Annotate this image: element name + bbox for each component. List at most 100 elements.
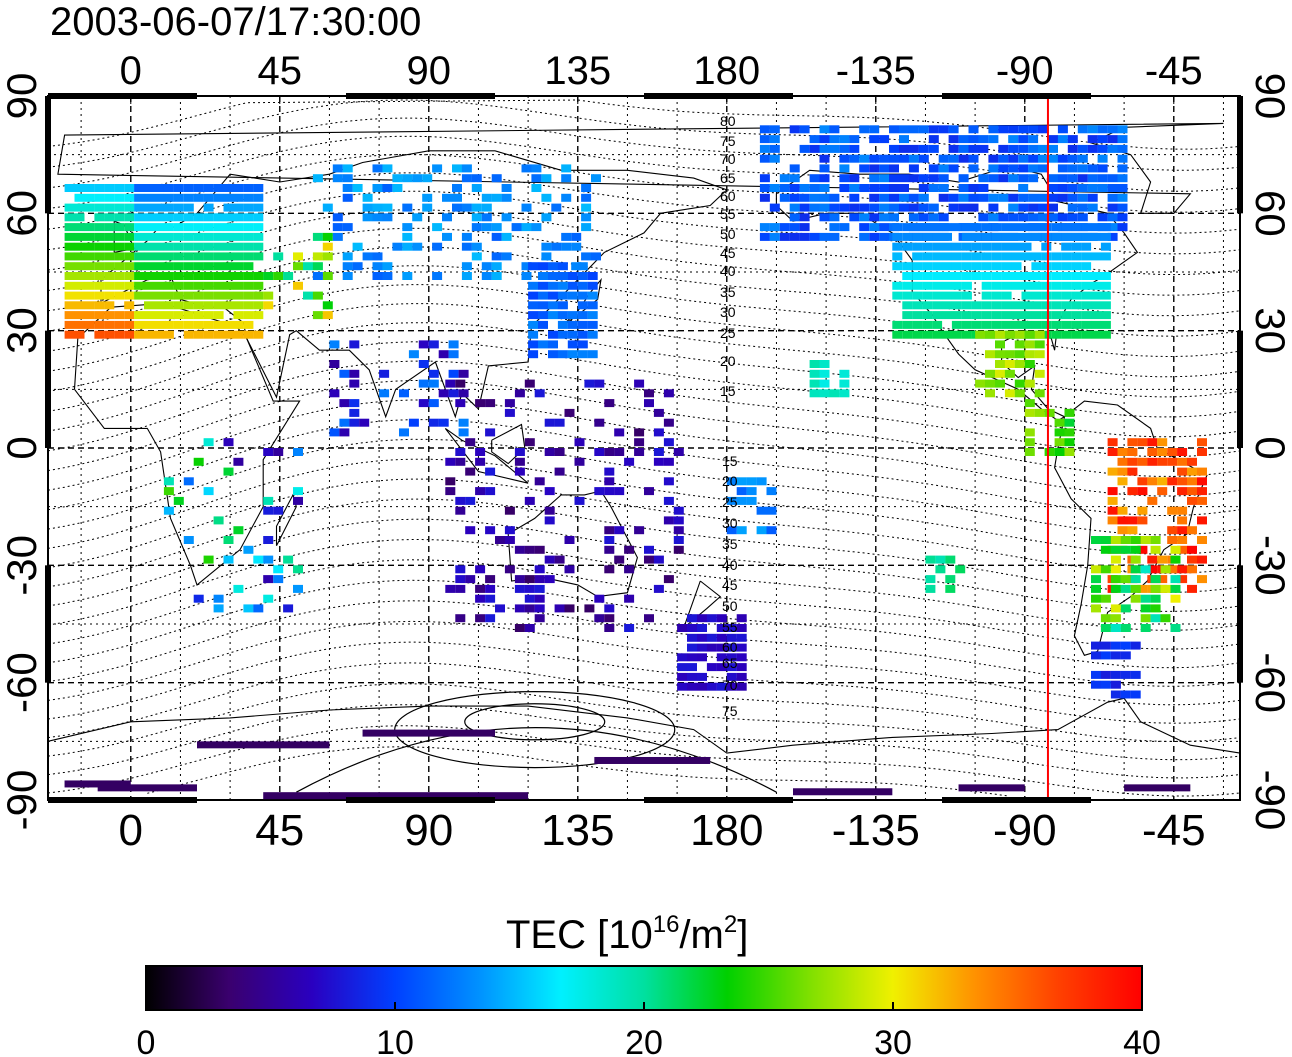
tec-cell (485, 487, 496, 496)
tec-cell (183, 291, 194, 300)
tec-cell (534, 604, 545, 613)
tec-cell (445, 457, 456, 466)
tec-cell (213, 594, 224, 603)
tec-cell (1038, 154, 1048, 163)
tec-cell (594, 487, 605, 496)
tec-cell (475, 487, 486, 496)
tec-cell (1107, 506, 1118, 515)
tec-cell (1011, 281, 1022, 290)
tec-cell (991, 291, 1002, 300)
tec-cell (971, 223, 982, 232)
tec-cell (243, 242, 254, 251)
tec-cell (1147, 448, 1158, 456)
tec-cell (1110, 624, 1121, 632)
tec-cell (557, 320, 568, 329)
tec-cell (561, 174, 572, 183)
tec-cell (491, 174, 502, 183)
tec-cell (124, 213, 135, 222)
tec-cell (839, 369, 850, 378)
tec-cell (1004, 389, 1015, 398)
tec-cell (849, 135, 860, 144)
tec-cell (173, 281, 184, 290)
tec-cell (1124, 784, 1191, 792)
tec-cell (961, 223, 972, 232)
colorbar-tick-label: 20 (625, 1024, 663, 1057)
tec-cell (428, 340, 439, 349)
tec-cell (1057, 174, 1068, 183)
tec-cell (1160, 614, 1171, 623)
tec-cell (971, 242, 982, 251)
tec-cell (1024, 399, 1035, 408)
tec-cell (1147, 496, 1158, 505)
tec-cell (372, 252, 383, 261)
tec-cell (961, 272, 972, 280)
tec-cell (1150, 594, 1161, 603)
tec-cell (1057, 193, 1068, 202)
tec-cell (144, 320, 154, 329)
tec-cell (134, 232, 145, 241)
frame-band (48, 93, 197, 99)
tec-cell (1130, 575, 1141, 584)
tec-cell (528, 311, 539, 320)
tec-cell (1117, 184, 1128, 192)
tec-cell (809, 184, 820, 192)
tec-cell (746, 487, 757, 496)
tec-cell (339, 418, 350, 427)
tec-cell (1064, 428, 1075, 437)
bottom-lon-tick-label: 180 (690, 806, 763, 855)
tec-cell (163, 223, 174, 232)
tec-cell (64, 311, 75, 320)
tec-cell (1137, 457, 1148, 466)
tec-cell (465, 467, 476, 476)
tec-cell (501, 193, 512, 202)
tec-cell (1061, 330, 1072, 339)
tec-cell (1177, 575, 1188, 584)
tec-cell (233, 232, 244, 241)
tec-cell (551, 242, 562, 251)
tec-cell (587, 272, 598, 280)
tec-cell (1004, 369, 1015, 378)
tec-cell (253, 555, 264, 564)
tec-cell (902, 223, 913, 232)
tec-cell (154, 262, 164, 271)
tec-cell (1110, 575, 1121, 584)
tec-cell (524, 575, 535, 584)
tec-cell (799, 193, 810, 202)
tec-cell (1001, 272, 1012, 280)
tec-cell (332, 164, 343, 173)
tec-cell (726, 672, 737, 681)
tec-cell (452, 184, 462, 192)
tec-cell (1014, 360, 1025, 368)
tec-cell (1091, 291, 1101, 300)
tec-cell (1051, 281, 1062, 290)
tec-cell (1150, 545, 1161, 554)
tec-cell (971, 320, 982, 329)
tec-cell (1107, 174, 1118, 183)
tec-cell (504, 526, 515, 535)
tec-cell (697, 614, 707, 623)
tec-cell (548, 330, 558, 339)
tec-cell (253, 193, 264, 202)
tec-cell (322, 203, 333, 212)
tec-cell (653, 408, 664, 417)
tec-cell (452, 193, 462, 202)
colorbar-label-end: ] (737, 913, 748, 957)
tec-cell (726, 682, 737, 691)
contour-line (47, 438, 1241, 536)
tec-cell (849, 213, 860, 222)
tec-cell (938, 213, 949, 222)
tec-cell (1100, 272, 1111, 280)
tec-cell (104, 320, 115, 329)
tec-cell (461, 174, 472, 183)
tec-cell (1100, 281, 1111, 290)
tec-cell (1160, 584, 1171, 593)
tec-cell (114, 311, 125, 320)
tec-cell (233, 252, 244, 261)
tec-cell (1067, 184, 1078, 192)
tec-cell (935, 565, 946, 574)
contour-line (47, 600, 1241, 687)
tec-cell (922, 223, 933, 232)
tec-cell (958, 144, 969, 153)
tec-cell (879, 223, 890, 232)
tec-cell (193, 301, 204, 310)
